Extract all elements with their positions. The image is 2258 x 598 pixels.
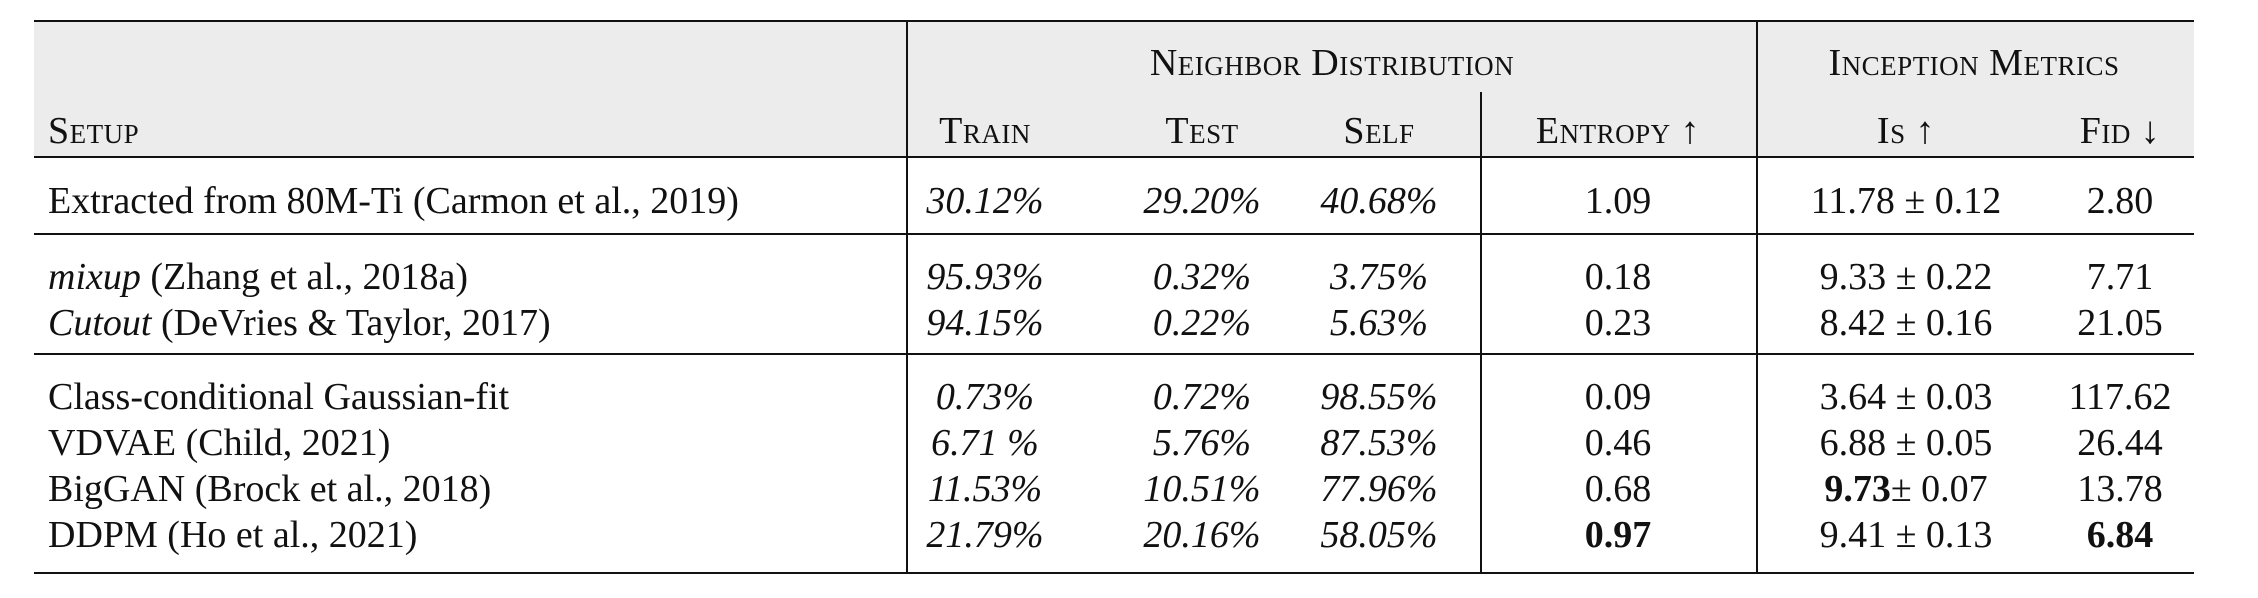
results-table: Neighbor Distribution Inception Metrics …	[34, 20, 2194, 580]
setup-cell: Extracted from 80M-Ti (Carmon et al., 20…	[48, 180, 739, 222]
self-cell: 77.96%	[1320, 468, 1438, 510]
is-cell: 11.78 ± 0.12	[1810, 180, 2002, 222]
entropy-cell: 0.46	[1584, 422, 1652, 464]
self-cell: 58.05%	[1320, 514, 1438, 556]
entropy-cell: 1.09	[1584, 180, 1652, 222]
self-cell: 40.68%	[1320, 180, 1438, 222]
fid-cell: 21.05	[2077, 302, 2163, 344]
col-header-setup: Setup	[48, 110, 140, 152]
fid-cell: 2.80	[2086, 180, 2154, 222]
train-cell: 0.73%	[935, 376, 1035, 418]
section-rule-1	[34, 233, 2194, 235]
entropy-divider	[1480, 92, 1482, 574]
test-cell: 0.22%	[1152, 302, 1252, 344]
setup-cell: Class-conditional Gaussian-fit	[48, 376, 510, 418]
test-cell: 20.16%	[1143, 514, 1261, 556]
train-cell: 6.71 %	[931, 422, 1039, 464]
test-cell: 0.32%	[1152, 256, 1252, 298]
self-cell: 87.53%	[1320, 422, 1438, 464]
entropy-cell: 0.18	[1584, 256, 1652, 298]
is-cell: 9.41 ± 0.13	[1819, 514, 1993, 556]
bottom-rule	[34, 572, 2194, 574]
test-cell: 5.76%	[1152, 422, 1252, 464]
setup-cell: VDVAE (Child, 2021)	[48, 422, 391, 464]
train-cell: 94.15%	[926, 302, 1044, 344]
is-cell: 6.88 ± 0.05	[1819, 422, 1993, 464]
self-cell: 3.75%	[1329, 256, 1429, 298]
col-header-entropy: Entropy ↑	[1535, 110, 1701, 152]
setup-cell: DDPM (Ho et al., 2021)	[48, 514, 418, 556]
entropy-cell: 0.68	[1584, 468, 1652, 510]
setup-cell: mixup (Zhang et al., 2018a)	[48, 256, 468, 298]
entropy-cell: 0.09	[1584, 376, 1652, 418]
setup-cell: Cutout (DeVries & Taylor, 2017)	[48, 302, 551, 344]
group-header-inception: Inception Metrics	[1828, 42, 2120, 84]
group-header-neighbor: Neighbor Distribution	[1149, 42, 1515, 84]
test-cell: 29.20%	[1143, 180, 1261, 222]
is-cell: 9.73± 0.07	[1824, 468, 1988, 510]
col-header-is: Is ↑	[1876, 110, 1936, 152]
header-rule	[34, 156, 2194, 158]
setup-cell: BigGAN (Brock et al., 2018)	[48, 468, 492, 510]
fid-cell: 6.84	[2086, 514, 2154, 556]
is-cell: 3.64 ± 0.03	[1819, 376, 1993, 418]
fid-cell: 7.71	[2086, 256, 2154, 298]
col-header-train: Train	[939, 110, 1031, 152]
self-cell: 98.55%	[1320, 376, 1438, 418]
setup-divider	[906, 20, 908, 574]
fid-cell: 26.44	[2077, 422, 2163, 464]
fid-cell: 117.62	[2068, 376, 2172, 418]
train-cell: 11.53%	[927, 468, 1043, 510]
fid-cell: 13.78	[2077, 468, 2163, 510]
col-header-test: Test	[1165, 110, 1239, 152]
test-cell: 0.72%	[1152, 376, 1252, 418]
section-rule-2	[34, 353, 2194, 355]
entropy-cell: 0.97	[1584, 514, 1652, 556]
train-cell: 21.79%	[926, 514, 1044, 556]
is-cell: 9.33 ± 0.22	[1819, 256, 1993, 298]
self-cell: 5.63%	[1329, 302, 1429, 344]
top-rule	[34, 20, 2194, 22]
test-cell: 10.51%	[1143, 468, 1261, 510]
train-cell: 30.12%	[926, 180, 1044, 222]
is-cell: 8.42 ± 0.16	[1819, 302, 1993, 344]
header-background	[34, 20, 2194, 156]
col-header-self: Self	[1343, 110, 1415, 152]
train-cell: 95.93%	[926, 256, 1044, 298]
group-divider	[1756, 20, 1758, 574]
entropy-cell: 0.23	[1584, 302, 1652, 344]
col-header-fid: Fid ↓	[2079, 110, 2161, 152]
